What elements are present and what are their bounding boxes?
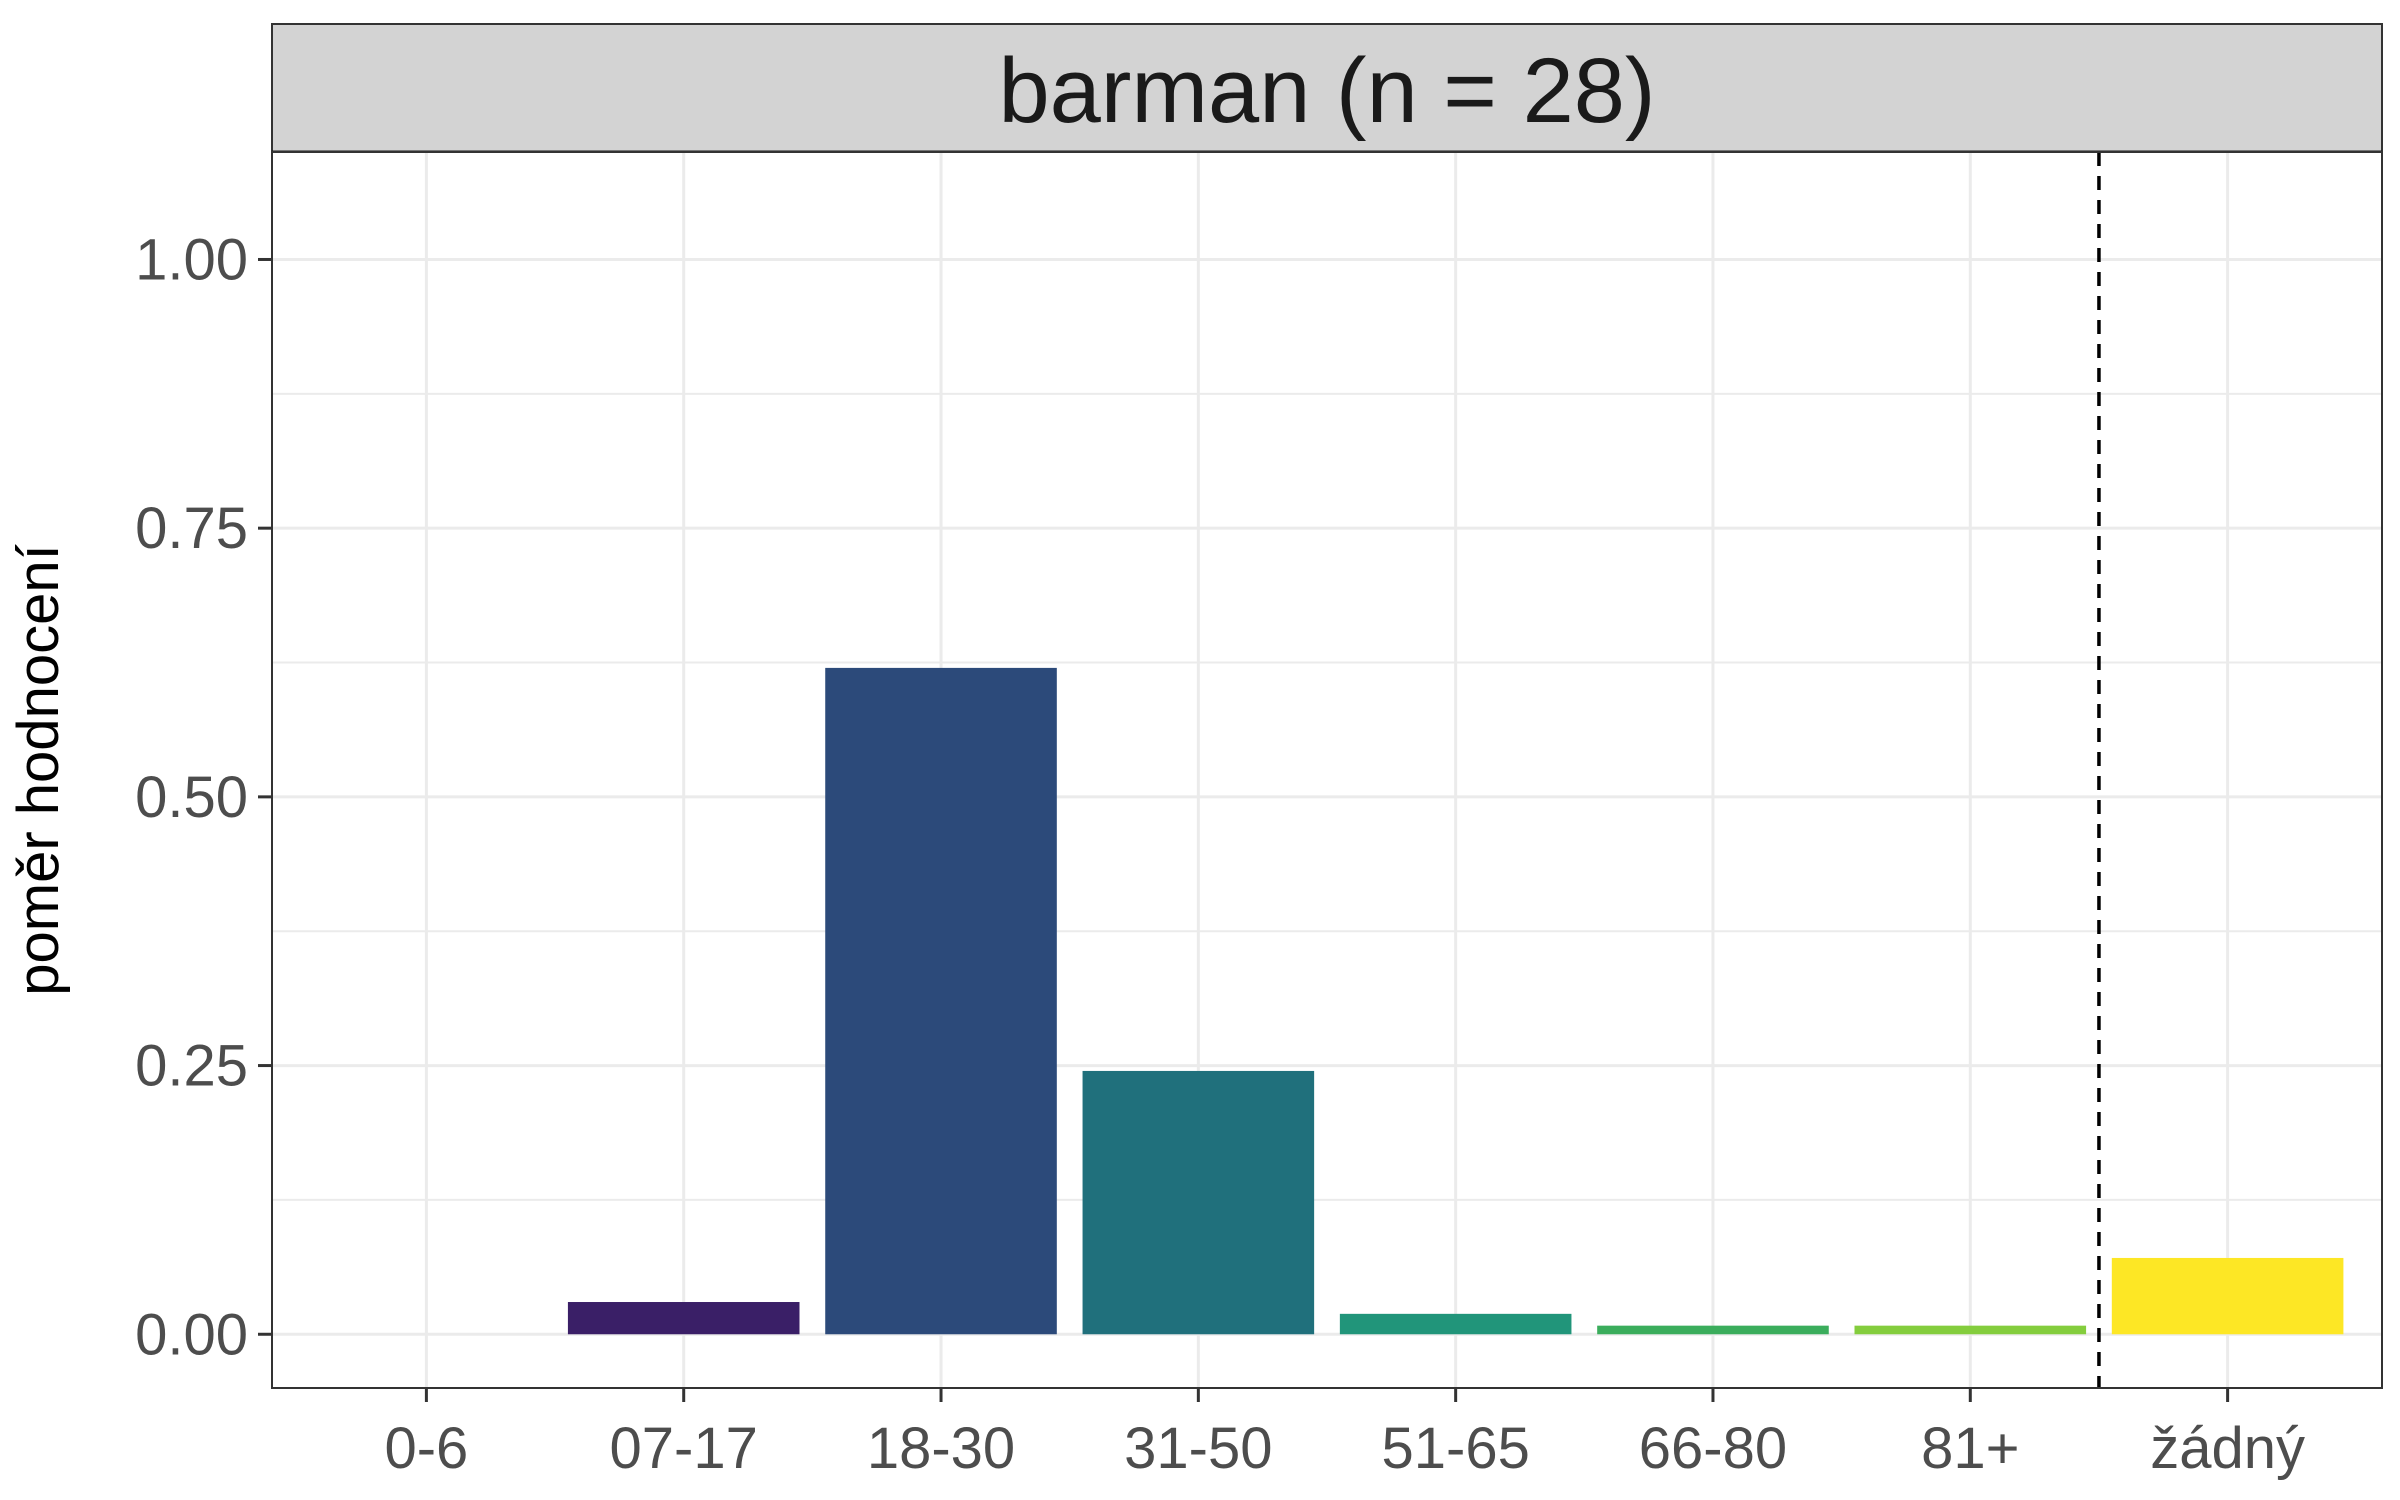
- x-tick-label: 31-50: [1124, 1416, 1272, 1481]
- facet-strip: [271, 23, 2383, 153]
- y-axis: 0.00 0.25 0.50 0.75 1.00: [135, 227, 272, 1367]
- bar-66-80: [1597, 1325, 1829, 1335]
- x-tick-label: 66-80: [1639, 1416, 1787, 1481]
- y-tick-label: 0.50: [135, 765, 248, 830]
- x-tick-label: 51-65: [1381, 1416, 1529, 1481]
- x-tick-label: 07-17: [610, 1416, 758, 1481]
- y-tick-label: 0.25: [135, 1034, 248, 1099]
- x-tick-label: 18-30: [867, 1416, 1015, 1481]
- bar-51-65: [1339, 1313, 1572, 1335]
- plot-panel: [272, 152, 2382, 1388]
- bar-07-17: [567, 1302, 800, 1335]
- bar-81+: [1854, 1325, 2087, 1335]
- x-tick-label: žádný: [2150, 1416, 2305, 1481]
- bar-žádný: [2111, 1257, 2344, 1335]
- facet-title: barman (n = 28): [998, 40, 1655, 142]
- plot-panel-border: [271, 151, 2383, 1389]
- y-tick-label: 1.00: [135, 227, 248, 292]
- bar-31-50: [1082, 1070, 1315, 1335]
- y-tick-label: 0.00: [135, 1302, 248, 1367]
- bars: [567, 667, 2344, 1335]
- x-tick-label: 81+: [1921, 1416, 2019, 1481]
- y-tick-label: 0.75: [135, 496, 248, 561]
- y-axis-title: poměr hodnocení: [6, 544, 71, 995]
- bar-18-30: [825, 667, 1057, 1335]
- x-tick-label: 0-6: [384, 1416, 468, 1481]
- x-axis: 0-6 07-17 18-30 31-50 51-65 66-80 81+ žádný: [384, 1388, 2305, 1481]
